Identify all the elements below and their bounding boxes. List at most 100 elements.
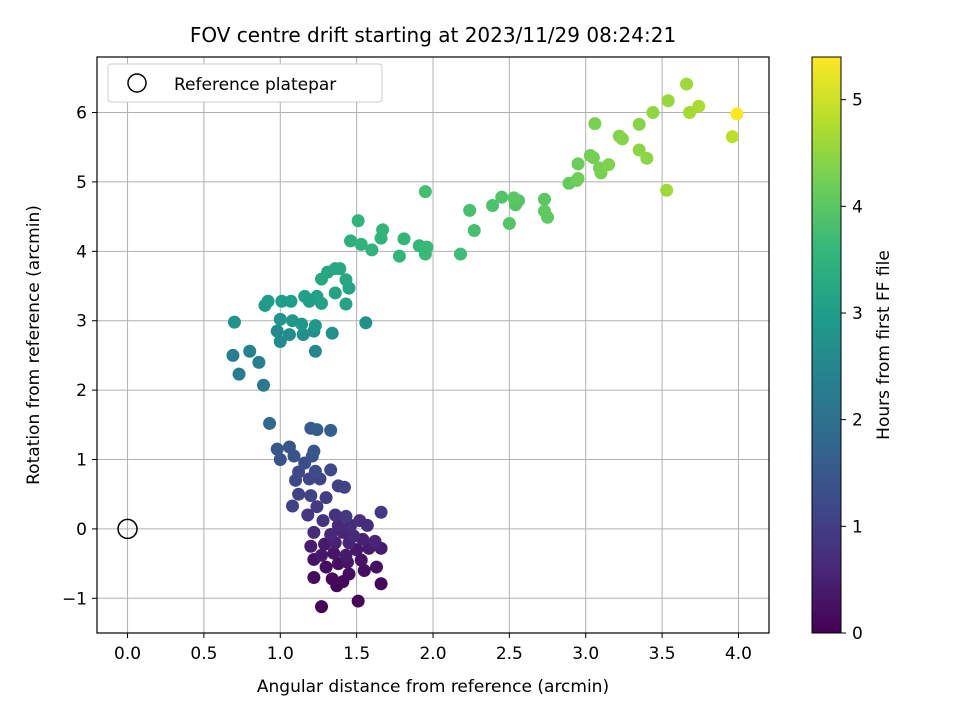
data-point bbox=[328, 508, 342, 522]
data-point bbox=[273, 312, 287, 326]
data-point bbox=[227, 315, 241, 329]
data-point bbox=[310, 423, 324, 437]
data-point bbox=[304, 489, 318, 503]
data-point bbox=[324, 423, 338, 437]
data-point bbox=[463, 203, 477, 217]
data-point bbox=[319, 491, 333, 505]
data-point bbox=[495, 190, 509, 204]
legend-label: Reference platepar bbox=[174, 75, 336, 95]
data-point bbox=[374, 577, 388, 591]
legend-marker-icon bbox=[127, 73, 147, 93]
data-point bbox=[661, 94, 675, 108]
data-point bbox=[347, 529, 361, 543]
x-tick-label: 1.0 bbox=[267, 644, 294, 664]
reference-platepar-marker bbox=[117, 518, 138, 540]
data-point bbox=[502, 217, 516, 231]
data-point bbox=[328, 286, 342, 300]
scatter-series bbox=[226, 77, 744, 614]
data-point bbox=[683, 106, 697, 120]
data-point bbox=[344, 234, 358, 248]
data-point bbox=[308, 344, 322, 358]
colorbar: 0 1 2 3 4 5 Hours from first FF file bbox=[811, 56, 894, 644]
data-point bbox=[467, 223, 481, 237]
data-point bbox=[301, 508, 315, 522]
colorbar-tick-label: 4 bbox=[852, 197, 863, 217]
data-point bbox=[318, 537, 332, 551]
x-tick-label: 3.0 bbox=[572, 644, 599, 664]
data-point bbox=[256, 378, 270, 392]
data-point bbox=[337, 480, 351, 494]
data-point bbox=[418, 185, 432, 199]
data-point bbox=[537, 192, 551, 206]
data-point bbox=[730, 107, 744, 121]
legend-box bbox=[107, 63, 383, 103]
data-point bbox=[486, 199, 500, 213]
colorbar-tick-label: 1 bbox=[852, 517, 863, 537]
data-point bbox=[369, 560, 383, 574]
data-point bbox=[296, 328, 310, 342]
colorbar-tick-label: 5 bbox=[852, 91, 863, 111]
data-point bbox=[285, 499, 299, 513]
data-point bbox=[339, 548, 353, 562]
data-point bbox=[365, 243, 379, 257]
data-point bbox=[273, 335, 287, 349]
data-point bbox=[680, 77, 694, 91]
plot-area: 0.0 0.5 1.0 1.5 2.0 2.5 3.0 3.5 4.0 −1 0 1 2 3 4 5 6 bbox=[62, 56, 770, 664]
x-tick-label: 1.5 bbox=[343, 644, 370, 664]
data-point bbox=[307, 570, 321, 584]
data-point bbox=[226, 348, 240, 362]
data-point bbox=[602, 158, 616, 172]
data-point bbox=[292, 487, 306, 501]
data-point bbox=[270, 442, 284, 456]
data-point bbox=[319, 560, 333, 574]
data-point bbox=[315, 548, 329, 562]
data-point bbox=[315, 296, 329, 310]
data-point bbox=[632, 117, 646, 131]
data-point bbox=[725, 130, 739, 144]
x-tick-label: 0.0 bbox=[114, 644, 141, 664]
data-point bbox=[351, 594, 365, 608]
y-tick-label: 6 bbox=[76, 104, 87, 124]
chart-title: FOV centre drift starting at 2023/11/29 … bbox=[190, 23, 676, 47]
data-point bbox=[263, 416, 277, 430]
colorbar-label: Hours from first FF file bbox=[874, 250, 894, 440]
data-point bbox=[304, 539, 318, 553]
x-axis: 0.0 0.5 1.0 1.5 2.0 2.5 3.0 3.5 4.0 bbox=[114, 633, 752, 664]
data-point bbox=[232, 367, 246, 381]
data-point bbox=[692, 99, 706, 113]
legend: Reference platepar bbox=[107, 63, 383, 103]
data-point bbox=[453, 247, 467, 261]
data-point bbox=[541, 210, 555, 224]
data-point bbox=[615, 132, 629, 146]
data-point bbox=[507, 191, 521, 205]
data-point bbox=[284, 294, 298, 308]
data-point bbox=[397, 232, 411, 246]
x-tick-label: 2.5 bbox=[496, 644, 523, 664]
x-tick-label: 4.0 bbox=[725, 644, 752, 664]
data-point bbox=[308, 464, 322, 478]
data-point bbox=[331, 518, 345, 532]
colorbar-ticks: 0 1 2 3 4 5 bbox=[841, 91, 863, 644]
data-point bbox=[315, 272, 329, 286]
data-point bbox=[275, 294, 289, 308]
data-point bbox=[418, 247, 432, 261]
y-tick-label: 5 bbox=[76, 173, 87, 193]
x-tick-label: 3.5 bbox=[649, 644, 676, 664]
data-point bbox=[392, 249, 406, 263]
y-tick-label: 2 bbox=[76, 381, 87, 401]
data-point bbox=[354, 553, 368, 567]
grid bbox=[97, 57, 769, 633]
data-point bbox=[354, 237, 368, 251]
data-point bbox=[327, 546, 341, 560]
data-point bbox=[270, 324, 284, 338]
data-point bbox=[282, 328, 296, 342]
y-axis: −1 0 1 2 3 4 5 6 bbox=[62, 104, 97, 609]
y-tick-label: 1 bbox=[76, 451, 87, 471]
data-point bbox=[351, 214, 365, 228]
data-point bbox=[374, 505, 388, 519]
x-axis-label: Angular distance from reference (arcmin) bbox=[257, 677, 609, 697]
data-point bbox=[307, 525, 321, 539]
data-point bbox=[359, 316, 373, 330]
y-tick-label: 3 bbox=[76, 312, 87, 332]
data-point bbox=[357, 564, 371, 578]
